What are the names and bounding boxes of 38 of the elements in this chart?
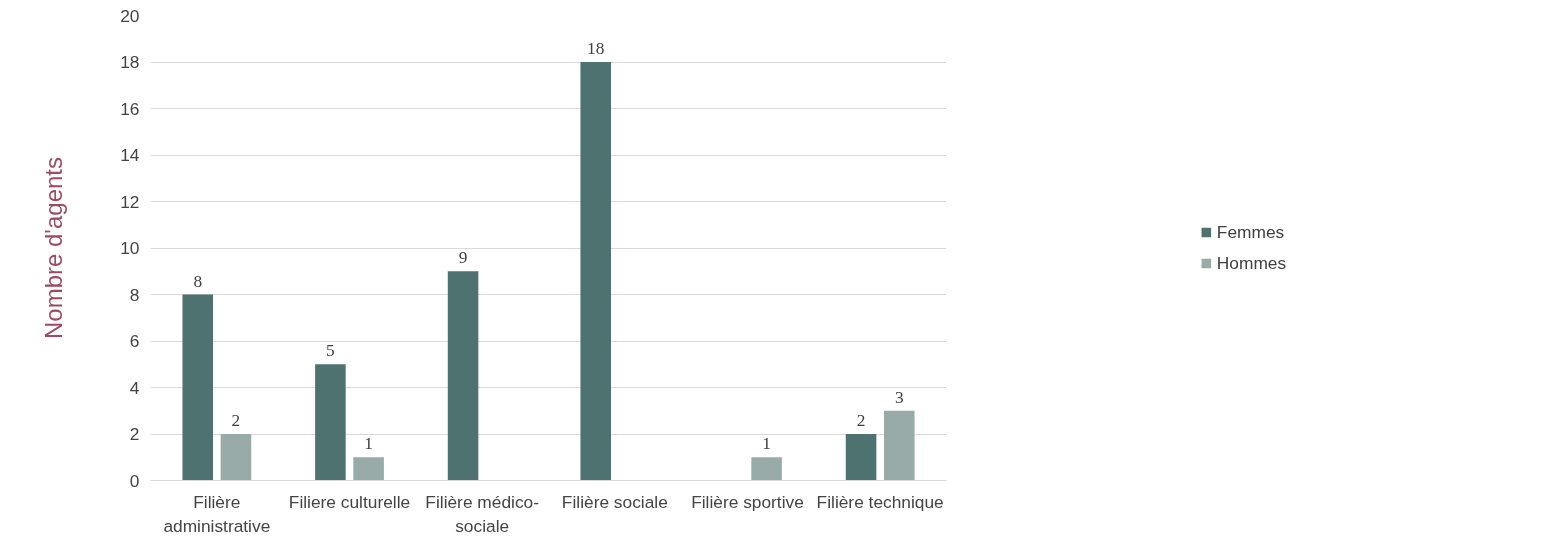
data-label: 5	[326, 341, 335, 361]
y-tick-label: 18	[120, 52, 140, 72]
data-label: 8	[193, 271, 203, 291]
data-label: 1	[364, 434, 373, 454]
x-tick-label: Filière administrative	[163, 491, 271, 536]
legend-label: Femmes	[1216, 221, 1285, 243]
x-tick-label: Filière médico-sociale	[425, 491, 539, 536]
y-tick-label: 0	[129, 470, 140, 491]
y-tick-label: 10	[120, 238, 140, 258]
bar	[580, 62, 612, 481]
data-label: 9	[458, 248, 468, 268]
y-tick-label: 20	[120, 5, 140, 26]
bar	[447, 271, 479, 481]
y-tick-label: 8	[129, 284, 140, 305]
y-axis-title: Nombre d'agents	[40, 156, 68, 340]
bar	[751, 457, 782, 481]
y-tick-label: 12	[120, 191, 140, 212]
bar	[315, 364, 346, 481]
bar	[220, 434, 252, 481]
x-tick-label: Filière sociale	[561, 491, 668, 512]
y-tick-label: 4	[129, 377, 140, 398]
y-tick-label: 16	[120, 98, 140, 119]
bar	[182, 294, 214, 481]
x-tick-label: Filiere culturelle	[288, 491, 411, 512]
legend-label: Hommes	[1216, 252, 1287, 274]
y-tick-label: 6	[129, 331, 140, 351]
data-label: 3	[894, 387, 904, 407]
data-label: 18	[587, 39, 605, 58]
x-tick-label: Filière sportive	[691, 491, 804, 512]
data-label: 1	[762, 434, 771, 454]
bar	[353, 457, 384, 481]
data-label: 2	[231, 411, 241, 430]
bar	[845, 434, 877, 481]
data-label: 2	[856, 411, 866, 430]
y-tick-label: 2	[129, 424, 140, 444]
bar	[883, 410, 915, 481]
y-tick-label: 14	[120, 145, 140, 165]
x-tick-label: Filière technique	[816, 491, 944, 512]
